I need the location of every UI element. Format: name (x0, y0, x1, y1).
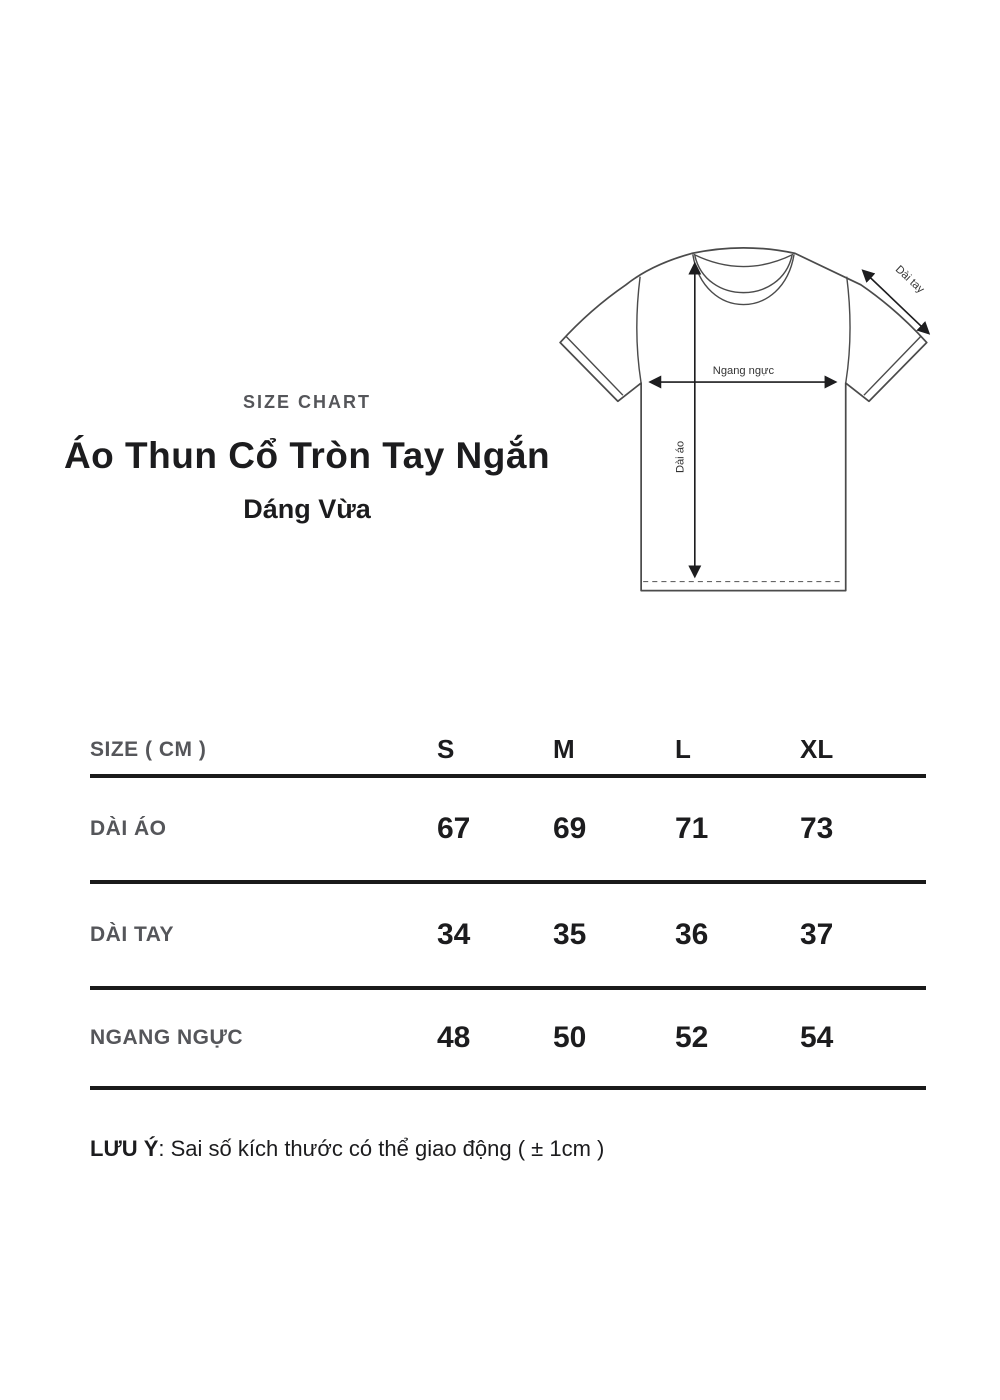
sleeve-arrow (861, 269, 931, 335)
cell-value: 50 (553, 1021, 587, 1054)
tshirt-measurement-diagram: Ngang ngực Dài áo Dài tay (552, 236, 947, 603)
table-row-shirt-length: DÀI ÁO 67 69 71 73 (90, 778, 926, 884)
tshirt-outline (559, 247, 928, 592)
cell-value: 73 (800, 812, 834, 845)
table-header-label: SIZE ( CM ) (90, 737, 207, 761)
cell-value: 71 (675, 812, 709, 845)
table-row-sleeve-length: DÀI TAY 34 35 36 37 (90, 884, 926, 990)
cell-value: 35 (553, 918, 587, 951)
measurement-arrows (648, 261, 931, 579)
length-measure-label: Dài áo (675, 441, 687, 473)
column-header-xl: XL (800, 734, 834, 764)
cell-value: 52 (675, 1021, 709, 1054)
sleeve-measure-label: Dài tay (893, 263, 927, 296)
row-label: DÀI TAY (90, 923, 175, 946)
note-text: : Sai số kích thước có thể giao động ( ±… (158, 1136, 605, 1161)
row-label: DÀI ÁO (90, 817, 167, 840)
column-header-l: L (675, 734, 691, 764)
tshirt-illustration: Ngang ngực Dài áo Dài tay (559, 247, 931, 592)
cell-value: 69 (553, 812, 587, 845)
header-block: SIZE CHART Áo Thun Cổ Tròn Tay Ngắn Dáng… (62, 392, 552, 525)
table-row-chest-width: NGANG NGỰC 48 50 52 54 (90, 990, 926, 1090)
row-label: NGANG NGỰC (90, 1026, 244, 1049)
cell-value: 67 (437, 812, 471, 845)
tolerance-note: LƯU Ý: Sai số kích thước có thể giao độn… (90, 1136, 604, 1162)
chest-measure-label: Ngang ngực (713, 365, 775, 377)
cell-value: 34 (437, 918, 471, 951)
note-prefix: LƯU Ý (90, 1136, 159, 1161)
cell-value: 54 (800, 1021, 834, 1054)
table-header-row: SIZE ( CM ) S M L XL (90, 725, 926, 778)
column-header-m: M (553, 734, 575, 764)
product-title: Áo Thun Cổ Tròn Tay Ngắn (63, 435, 551, 476)
column-header-s: S (437, 734, 455, 764)
size-chart-eyebrow: SIZE CHART (243, 392, 371, 412)
fit-subtitle: Dáng Vừa (243, 494, 371, 524)
cell-value: 36 (675, 918, 709, 951)
cell-value: 37 (800, 918, 834, 951)
cell-value: 48 (437, 1021, 471, 1054)
size-table: SIZE ( CM ) S M L XL DÀI ÁO 67 69 71 73 … (90, 725, 926, 1090)
